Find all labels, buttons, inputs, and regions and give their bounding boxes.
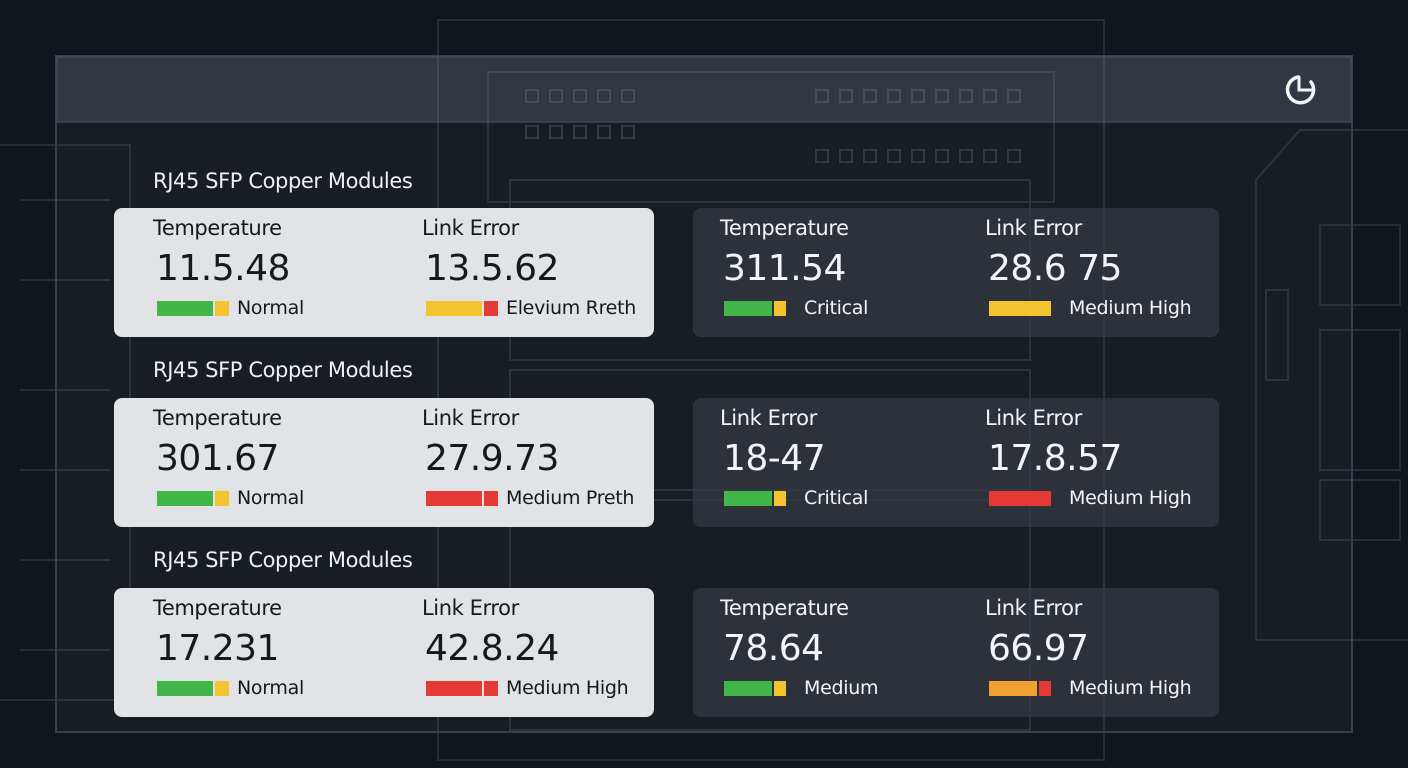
metric: Link Error 66.97 Medium High <box>985 588 1235 717</box>
metric-label: Link Error <box>985 406 1082 430</box>
status-bar <box>724 491 786 506</box>
status-bar-segment <box>484 301 498 316</box>
metric-value: 13.5.62 <box>425 248 559 289</box>
metric-value: 311.54 <box>723 248 846 289</box>
section-title: RJ45 SFP Copper Modules <box>153 169 413 193</box>
metric-value: 17.231 <box>156 628 279 669</box>
metric-label: Temperature <box>720 596 849 620</box>
metric-label: Temperature <box>153 406 282 430</box>
status-bar-segment <box>484 491 498 506</box>
status-text: Critical <box>804 487 869 509</box>
status-text: Medium High <box>1069 677 1192 699</box>
status-bar-segment <box>484 681 498 696</box>
status-bar-segment <box>157 301 213 316</box>
status-bar-segment <box>989 301 1051 316</box>
status-bar <box>157 491 229 506</box>
status-text: Medium High <box>1069 297 1192 319</box>
metric-label: Link Error <box>422 406 519 430</box>
metric-value: 17.8.57 <box>988 438 1122 479</box>
status-bar-segment <box>426 491 482 506</box>
module-card: Temperature 311.54 Critical Link Error 28.6 … <box>693 208 1219 337</box>
metric-value: 301.67 <box>156 438 279 479</box>
metric: Temperature 17.231 Normal <box>153 588 403 717</box>
status-bar-segment <box>215 491 229 506</box>
status-bar <box>989 681 1051 696</box>
metric-value: 28.6 75 <box>988 248 1122 289</box>
status-text: Medium <box>804 677 879 699</box>
status-bar <box>157 301 229 316</box>
refresh-icon[interactable] <box>1285 75 1316 105</box>
status-bar-segment <box>215 301 229 316</box>
metric-label: Link Error <box>422 596 519 620</box>
metric-value: 66.97 <box>988 628 1089 669</box>
metric: Temperature 78.64 Medium <box>720 588 970 717</box>
module-card: Link Error 18-47 Critical Link Error 17.8.57… <box>693 398 1219 527</box>
metric-label: Temperature <box>153 216 282 240</box>
metric-value: 11.5.48 <box>156 248 290 289</box>
status-text: Normal <box>237 487 304 509</box>
status-bar-segment <box>215 681 229 696</box>
metric-value: 78.64 <box>723 628 824 669</box>
metric-label: Link Error <box>422 216 519 240</box>
metric: Temperature 301.67 Normal <box>153 398 403 527</box>
metric-value: 42.8.24 <box>425 628 559 669</box>
status-bar <box>426 491 498 506</box>
module-card: Temperature 11.5.48 Normal Link Error 13.5.6… <box>114 208 654 337</box>
metric-value: 18-47 <box>723 438 826 479</box>
header-bar <box>56 56 1352 123</box>
status-bar <box>157 681 229 696</box>
section-title: RJ45 SFP Copper Modules <box>153 548 413 572</box>
status-bar-segment <box>426 681 482 696</box>
metric: Temperature 11.5.48 Normal <box>153 208 403 337</box>
metric: Temperature 311.54 Critical <box>720 208 970 337</box>
section-title: RJ45 SFP Copper Modules <box>153 358 413 382</box>
status-text: Normal <box>237 297 304 319</box>
metric-value: 27.9.73 <box>425 438 559 479</box>
status-text: Elevium Rreth <box>506 297 636 319</box>
status-text: Medium High <box>1069 487 1192 509</box>
metric: Link Error 27.9.73 Medium Preth <box>422 398 672 527</box>
metric: Link Error 17.8.57 Medium High <box>985 398 1235 527</box>
status-bar-segment <box>157 681 213 696</box>
status-bar-segment <box>157 491 213 506</box>
status-bar-segment <box>989 681 1037 696</box>
panel <box>55 55 1353 733</box>
status-bar-segment <box>774 681 786 696</box>
status-bar-segment <box>724 491 772 506</box>
status-bar <box>426 301 498 316</box>
status-bar-segment <box>724 301 772 316</box>
status-bar <box>989 301 1051 316</box>
status-bar <box>724 301 786 316</box>
module-card: Temperature 301.67 Normal Link Error 27.9.73… <box>114 398 654 527</box>
metric: Link Error 42.8.24 Medium High <box>422 588 672 717</box>
status-bar <box>724 681 786 696</box>
status-text: Medium Preth <box>506 487 635 509</box>
status-text: Normal <box>237 677 304 699</box>
status-bar-segment <box>774 301 786 316</box>
status-bar <box>989 491 1051 506</box>
status-bar <box>426 681 498 696</box>
status-text: Medium High <box>506 677 629 699</box>
module-card: Temperature 78.64 Medium Link Error 66.97 Med… <box>693 588 1219 717</box>
metric-label: Link Error <box>985 216 1082 240</box>
status-bar-segment <box>1039 681 1051 696</box>
status-bar-segment <box>774 491 786 506</box>
metric-label: Link Error <box>720 406 817 430</box>
module-card: Temperature 17.231 Normal Link Error 42.8.24… <box>114 588 654 717</box>
metric-label: Link Error <box>985 596 1082 620</box>
metric: Link Error 18-47 Critical <box>720 398 970 527</box>
status-bar-segment <box>426 301 482 316</box>
status-text: Critical <box>804 297 869 319</box>
metric-label: Temperature <box>153 596 282 620</box>
metric: Link Error 13.5.62 Elevium Rreth <box>422 208 672 337</box>
status-bar-segment <box>724 681 772 696</box>
metric: Link Error 28.6 75 Medium High <box>985 208 1235 337</box>
metric-label: Temperature <box>720 216 849 240</box>
status-bar-segment <box>989 491 1051 506</box>
